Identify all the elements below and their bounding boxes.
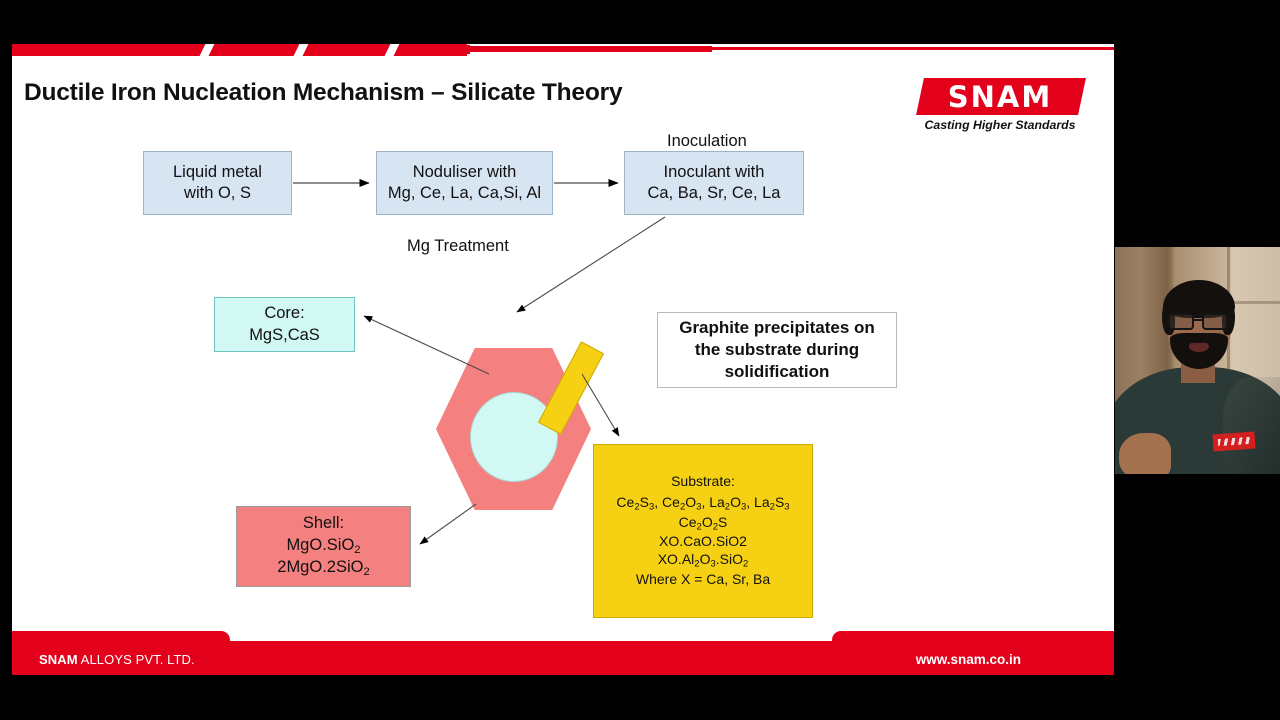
box-graphite-note-line1: Graphite precipitates on <box>679 318 875 338</box>
box-shell: Shell: MgO.SiO2 2MgO.2SiO2 <box>236 506 411 587</box>
label-inoculation: Inoculation <box>667 132 747 150</box>
box-substrate: Substrate: Ce2S3, Ce2O3, La2O3, La2S3 Ce… <box>593 444 813 618</box>
box-graphite-note-line3: solidification <box>724 361 830 381</box>
webcam-glasses-lens-left <box>1168 313 1194 330</box>
box-inoculant: Inoculant with Ca, Ba, Sr, Ce, La <box>624 151 804 215</box>
box-substrate-line-3: XO.CaO.SiO2 <box>659 533 747 550</box>
box-inoculant-line2: Ca, Ba, Sr, Ce, La <box>647 184 781 202</box>
box-liquid-metal-line2: with O, S <box>184 184 251 202</box>
slide-footer: SNAM ALLOYS PVT. LTD. www.snam.co.in <box>12 631 1114 675</box>
box-noduliser: Noduliser with Mg, Ce, La, Ca,Si, Al <box>376 151 553 215</box>
presentation-slide: Ductile Iron Nucleation Mechanism – Sili… <box>12 44 1114 675</box>
box-inoculant-line1: Inoculant with <box>663 162 765 181</box>
logo-tagline: Casting Higher Standards <box>924 118 1076 132</box>
box-substrate-title: Substrate: <box>671 472 735 489</box>
box-noduliser-line2: Mg, Ce, La, Ca,Si, Al <box>387 184 542 202</box>
webcam-video-feed <box>1115 247 1280 474</box>
webcam-person-glasses <box>1168 313 1230 330</box>
box-liquid-metal: Liquid metal with O, S <box>143 151 292 215</box>
box-shell-formula-1: MgO.SiO2 <box>286 535 361 556</box>
circle-core-shape <box>470 392 558 482</box>
box-core-line2: MgS,CaS <box>249 325 320 344</box>
box-substrate-line-4: XO.Al2O3.SiO2 <box>657 551 749 571</box>
box-core: Core: MgS,CaS <box>214 297 355 352</box>
webcam-glasses-bridge <box>1194 319 1203 322</box>
webcam-wall-seam-horizontal <box>1227 301 1280 304</box>
footer-left-tab <box>12 631 230 675</box>
box-core-line1: Core: <box>264 304 305 323</box>
box-shell-title: Shell: <box>302 514 345 533</box>
box-graphite-note: Graphite precipitates on the substrate d… <box>657 312 897 388</box>
box-substrate-line-5: Where X = Ca, Sr, Ba <box>635 571 771 588</box>
footer-company-name: SNAM ALLOYS PVT. LTD. <box>39 652 195 667</box>
webcam-wall-seam-vertical <box>1227 247 1230 474</box>
webcam-glasses-lens-right <box>1202 313 1228 330</box>
box-noduliser-line1: Noduliser with <box>412 162 517 181</box>
box-graphite-note-line2: the substrate during <box>694 340 860 360</box>
box-liquid-metal-line1: Liquid metal <box>173 162 262 181</box>
top-decorative-band <box>12 44 1114 56</box>
webcam-shoulder-shading <box>1223 377 1280 474</box>
footer-right-tab <box>832 631 1114 675</box>
box-substrate-line-2: Ce2O2S <box>678 513 728 533</box>
box-substrate-line-1: Ce2S3, Ce2O3, La2O3, La2S3 <box>616 493 790 513</box>
footer-website: www.snam.co.in <box>915 652 1021 667</box>
webcam-person-moustache <box>1183 335 1215 343</box>
webcam-person-mouth <box>1189 341 1209 352</box>
webcam-person-hand <box>1119 433 1171 474</box>
page-title: Ductile Iron Nucleation Mechanism – Sili… <box>24 79 623 106</box>
webcam-shirt-logo-patch <box>1212 431 1256 452</box>
box-shell-formula-2: 2MgO.2SiO2 <box>277 558 370 579</box>
logo-wordmark: SNAM <box>947 80 1053 114</box>
nucleus-diagram <box>436 302 646 512</box>
label-mg-treatment: Mg Treatment <box>407 237 509 255</box>
snam-logo: SNAM Casting Higher Standards <box>912 76 1088 138</box>
